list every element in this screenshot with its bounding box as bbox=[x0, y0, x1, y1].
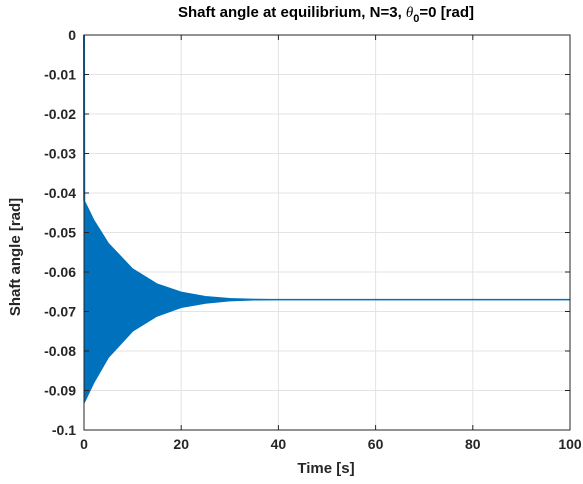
x-tick-label-0: 0 bbox=[80, 436, 88, 452]
x-axis-label: Time [s] bbox=[297, 460, 354, 477]
x-tick-labels: 0 20 40 60 80 100 bbox=[80, 436, 582, 452]
y-axis-label: Shaft angle [rad] bbox=[7, 198, 24, 316]
x-tick-label-2: 40 bbox=[271, 436, 287, 452]
y-tick-labels: 0 -0.01 -0.02 -0.03 -0.04 -0.05 -0.06 -0.07 -0.0… bbox=[44, 27, 76, 438]
title-theta-symbol: θ bbox=[406, 5, 414, 21]
y-tick-label-8: -0.08 bbox=[44, 343, 76, 359]
x-tick-label-3: 60 bbox=[368, 436, 384, 452]
y-tick-label-6: -0.06 bbox=[44, 264, 76, 280]
y-tick-label-10: -0.1 bbox=[52, 422, 76, 438]
chart-title: Shaft angle at equilibrium, N=3, θ0=0 [r… bbox=[178, 4, 474, 25]
grid-lines bbox=[84, 35, 570, 430]
x-tick-label-5: 100 bbox=[558, 436, 582, 452]
x-tick-label-4: 80 bbox=[465, 436, 481, 452]
y-tick-label-5: -0.05 bbox=[44, 225, 76, 241]
x-tick-label-1: 20 bbox=[173, 436, 189, 452]
y-tick-label-0: 0 bbox=[68, 27, 76, 43]
tick-marks bbox=[83, 34, 571, 431]
y-tick-label-3: -0.03 bbox=[44, 146, 76, 162]
y-tick-label-1: -0.01 bbox=[44, 67, 76, 83]
y-tick-label-4: -0.04 bbox=[44, 185, 76, 201]
y-tick-label-9: -0.09 bbox=[44, 383, 76, 399]
title-subscript: 0 bbox=[413, 13, 419, 25]
y-tick-label-2: -0.02 bbox=[44, 106, 76, 122]
y-tick-label-7: -0.07 bbox=[44, 304, 76, 320]
